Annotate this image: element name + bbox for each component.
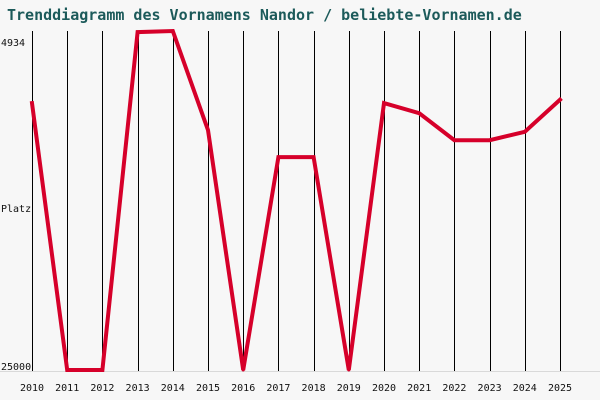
x-tick-2024: 2024 [513, 383, 537, 394]
x-tick-2021: 2021 [407, 383, 431, 394]
x-tick-labels: 2010 2011 2012 2013 2014 2015 2016 2017 2018 2019… [20, 383, 572, 394]
data-point-2022 [452, 138, 456, 142]
x-tick-2013: 2013 [126, 383, 150, 394]
data-point-2014 [171, 29, 175, 33]
x-tick-2020: 2020 [372, 383, 396, 394]
x-tick-2011: 2011 [55, 383, 79, 394]
y-label-top: 4934 [1, 38, 25, 49]
data-point-2018 [312, 155, 316, 159]
x-tick-2012: 2012 [90, 383, 114, 394]
data-point-2021 [417, 111, 421, 115]
x-tick-2017: 2017 [266, 383, 290, 394]
x-tick-2015: 2015 [196, 383, 220, 394]
data-point-2016 [241, 368, 245, 372]
x-tick-2018: 2018 [302, 383, 326, 394]
data-point-2023 [488, 138, 492, 142]
data-point-2013 [136, 30, 140, 34]
data-point-2017 [276, 155, 280, 159]
chart-title: Trenddiagramm des Vornamens Nandor / bel… [7, 6, 522, 24]
series-line-group [29, 28, 563, 372]
x-tick-2025: 2025 [548, 383, 572, 394]
x-tick-2023: 2023 [478, 383, 502, 394]
series-line-0 [29, 28, 563, 372]
data-point-2015 [206, 128, 210, 132]
y-axis-labels: 4934 Platz 25000 [1, 38, 31, 373]
x-tick-2014: 2014 [161, 383, 185, 394]
data-point-2020 [382, 101, 386, 105]
grid-lines [0, 31, 600, 372]
data-point-2011 [65, 368, 69, 372]
data-point-2012 [100, 368, 104, 372]
y-label-bottom: 25000 [1, 362, 31, 373]
x-tick-2022: 2022 [442, 383, 466, 394]
data-point-2025 [558, 98, 562, 102]
x-tick-2016: 2016 [231, 383, 255, 394]
data-point-2024 [523, 130, 527, 134]
x-tick-2019: 2019 [337, 383, 361, 394]
x-tick-2010: 2010 [20, 383, 44, 394]
data-point-2019 [347, 368, 351, 372]
data-point-2010 [30, 101, 34, 105]
y-axis-label: Platz [1, 204, 31, 215]
